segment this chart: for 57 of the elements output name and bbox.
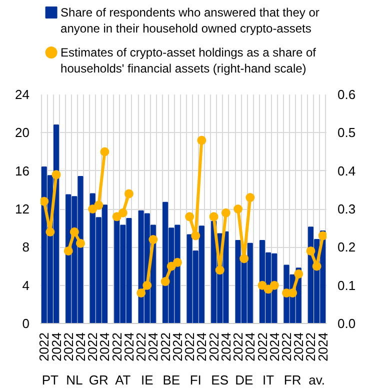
point [46, 227, 55, 236]
text: IT [262, 372, 274, 388]
point [221, 208, 230, 218]
point [148, 235, 158, 244]
point [100, 147, 110, 156]
point [191, 231, 200, 240]
point [197, 136, 206, 145]
text: GR [88, 372, 108, 388]
point [185, 212, 194, 222]
point [294, 269, 304, 278]
point [76, 238, 85, 248]
y2-tick-label: 0.1 [338, 278, 356, 293]
y2-tick-label: 0.3 [338, 202, 356, 216]
text: BE [162, 372, 180, 388]
point [118, 208, 128, 218]
point [172, 258, 182, 267]
point [270, 280, 279, 290]
y-tick-label: 20 [15, 125, 30, 140]
point [64, 246, 73, 256]
legend-label: Estimates of crypto-asset holdings as a share of households' financial assets (right-hand scale) [60, 46, 317, 76]
text: DE [235, 372, 254, 388]
point [94, 200, 104, 210]
y-tick-label: 4 [22, 278, 30, 293]
point [142, 280, 152, 290]
text: ES [211, 372, 229, 388]
point [52, 170, 61, 180]
text: av. [308, 372, 326, 388]
text: IE [141, 372, 154, 388]
text: NL [66, 372, 83, 388]
y2-tick-label: 0.5 [338, 125, 356, 140]
y2-tick-label: 0.0 [338, 316, 356, 331]
point [306, 246, 316, 256]
y-tick-label: 16 [15, 163, 30, 178]
text: FR [284, 372, 302, 388]
y2-tick-label: 0.6 [338, 87, 356, 102]
point [246, 193, 255, 202]
y-tick-label: 0 [22, 316, 30, 331]
y-tick-label: 12 [15, 202, 30, 216]
legend-label: Share of respondents who answered that they or anyone in their household owned crypto-assets [60, 6, 320, 36]
point [40, 196, 49, 206]
text: PT [42, 372, 59, 388]
y2-tick-label: 0.4 [338, 163, 356, 178]
y-tick-label: 24 [15, 87, 30, 102]
point [124, 189, 134, 198]
point [160, 277, 170, 286]
y-tick-label: 8 [22, 240, 30, 255]
text: FI [190, 372, 202, 388]
point [209, 212, 218, 222]
point [234, 204, 243, 214]
point [136, 288, 146, 298]
point [318, 231, 326, 240]
point [240, 254, 249, 264]
point [70, 227, 79, 236]
point [312, 262, 322, 271]
point [215, 266, 224, 275]
text: AT [115, 372, 131, 388]
y2-tick-label: 0.2 [338, 240, 356, 255]
